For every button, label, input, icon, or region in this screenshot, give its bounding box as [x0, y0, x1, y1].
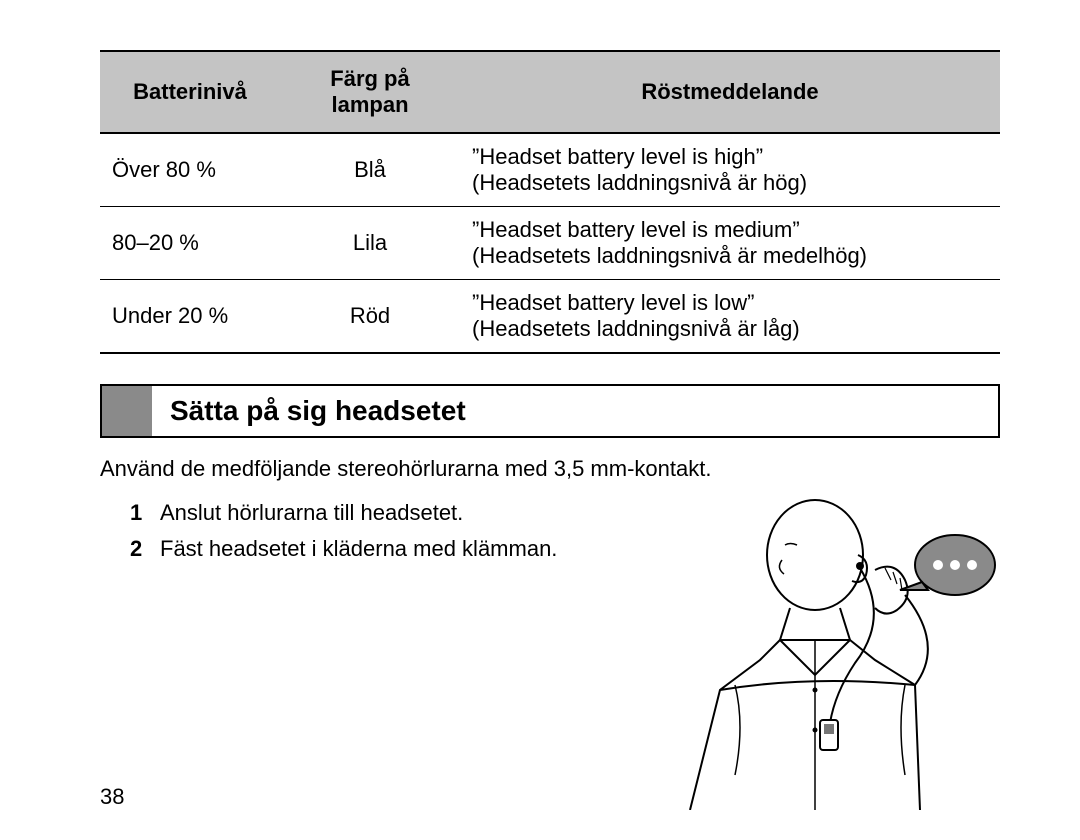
- voice-sv: (Headsetets laddningsnivå är medelhög): [472, 243, 988, 269]
- cell-level: Under 20 %: [100, 280, 280, 354]
- voice-en: ”Headset battery level is high”: [472, 144, 988, 170]
- cell-voice: ”Headset battery level is high” (Headset…: [460, 133, 1000, 207]
- step-text: Anslut hörlurarna till headsetet.: [160, 500, 463, 526]
- cell-voice: ”Headset battery level is low” (Headsete…: [460, 280, 1000, 354]
- step-text: Fäst headsetet i kläderna med klämman.: [160, 536, 557, 562]
- section-heading: Sätta på sig headsetet: [100, 384, 1000, 438]
- battery-level-table: Batterinivå Färg på lampan Röstmeddeland…: [100, 50, 1000, 354]
- table-row: 80–20 % Lila ”Headset battery level is m…: [100, 207, 1000, 280]
- table-header-voice: Röstmeddelande: [460, 51, 1000, 133]
- step-number: 1: [130, 500, 160, 526]
- headset-illustration: [660, 490, 1000, 810]
- cell-color: Lila: [280, 207, 460, 280]
- table-row: Under 20 % Röd ”Headset battery level is…: [100, 280, 1000, 354]
- voice-sv: (Headsetets laddningsnivå är låg): [472, 316, 988, 342]
- table-row: Över 80 % Blå ”Headset battery level is …: [100, 133, 1000, 207]
- intro-text: Använd de medföljande stereohörlurarna m…: [100, 456, 1000, 482]
- voice-sv: (Headsetets laddningsnivå är hög): [472, 170, 988, 196]
- cell-color: Blå: [280, 133, 460, 207]
- voice-en: ”Headset battery level is medium”: [472, 217, 988, 243]
- page-number: 38: [100, 784, 124, 810]
- cell-level: Över 80 %: [100, 133, 280, 207]
- cell-color: Röd: [280, 280, 460, 354]
- voice-en: ”Headset battery level is low”: [472, 290, 988, 316]
- cell-voice: ”Headset battery level is medium” (Heads…: [460, 207, 1000, 280]
- section-heading-block: [102, 386, 152, 436]
- person-headset-icon: [660, 490, 1000, 810]
- table-header-color: Färg på lampan: [280, 51, 460, 133]
- step-number: 2: [130, 536, 160, 562]
- cell-level: 80–20 %: [100, 207, 280, 280]
- table-header-level: Batterinivå: [100, 51, 280, 133]
- section-heading-title: Sätta på sig headsetet: [152, 386, 466, 436]
